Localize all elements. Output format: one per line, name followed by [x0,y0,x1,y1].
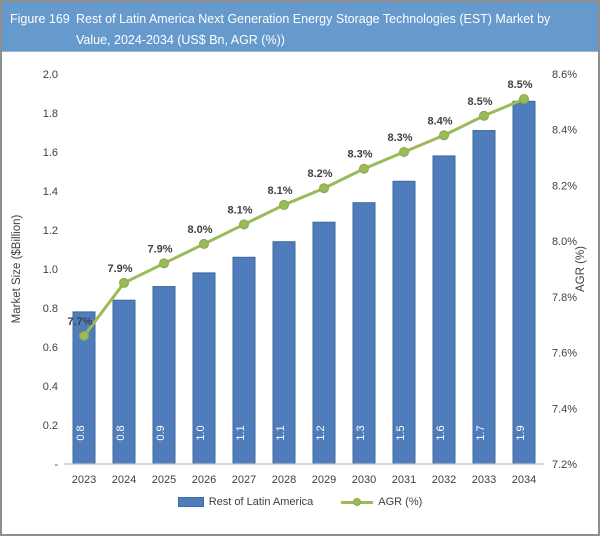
bar-value-label: 1.0 [195,425,207,440]
bar-2034 [512,100,536,465]
right-axis-tick-label: 8.4% [552,125,577,137]
x-axis-tick-label: 2026 [192,474,216,486]
bar-value-label: 0.8 [75,425,87,440]
agr-value-label: 8.5% [507,79,532,91]
chart-plot-area: - 0.2 0.4 0.6 0.8 1.0 1.2 1.4 1.6 1.8 2.0 7.2% 7.4% 7… [11,69,587,486]
agr-value-label: 8.1% [267,185,292,197]
right-axis-tick-label: 7.4% [552,403,577,415]
left-axis-tick-label: 1.0 [43,264,58,276]
x-axis-tick-label: 2032 [432,474,456,486]
bar-2030 [352,202,376,465]
x-axis-tick-label: 2034 [512,474,536,486]
left-axis-tick-label: 0.4 [43,381,58,393]
agr-marker-2029 [319,183,329,194]
left-axis-tick-label: - [54,459,58,471]
right-axis-tick-label: 8.0% [552,236,577,248]
agr-value-label: 8.3% [387,132,412,144]
left-axis-tick-label: 1.2 [43,225,58,237]
agr-marker-2027 [239,219,249,230]
bar-2031 [392,180,416,465]
left-axis-tick-label: 1.6 [43,147,58,159]
left-axis-tick-label: 1.4 [43,186,58,198]
agr-marker-2025 [159,258,169,269]
bar-series-swatch-icon [177,497,204,507]
x-axis-tick-label: 2024 [112,474,136,486]
line-series-swatch-icon [341,497,374,507]
right-axis-tick-label: 7.6% [552,348,577,360]
agr-value-label: 8.2% [307,168,332,180]
bar-value-label: 1.1 [275,425,287,440]
bar-2033 [472,130,496,465]
chart-legend: Rest of Latin America AGR (%) [2,496,598,508]
legend-label-bar-series: Rest of Latin America [208,496,314,508]
left-axis-tick-label: 1.8 [43,108,58,120]
x-axis-tick-label: 2025 [152,474,176,486]
agr-marker-2030 [359,163,369,174]
right-axis-tick-label: 8.6% [552,69,577,81]
x-axis-tick-label: 2031 [392,474,416,486]
bar-value-label: 0.8 [115,425,127,440]
left-axis-tick-label: 2.0 [43,69,58,81]
figure-title: Rest of Latin America Next Generation En… [76,9,588,51]
right-axis-tick-label: 7.2% [552,459,577,471]
left-axis-tick-label: 0.2 [43,420,58,432]
bar-value-label: 1.2 [315,425,327,440]
agr-marker-2023 [79,330,89,341]
agr-value-label: 7.7% [67,316,92,328]
legend-item-bar-series: Rest of Latin America [177,496,314,508]
left-axis-tick-label: 0.8 [43,303,58,315]
bar-value-label: 1.7 [475,425,487,440]
agr-value-label: 8.1% [227,204,252,216]
x-axis-tick-label: 2028 [272,474,296,486]
figure-title-line2: Value, 2024-2034 (US$ Bn, AGR (%)) [76,33,285,47]
left-axis-title: Market Size ($Billion) [11,215,23,324]
x-axis-tick-label: 2033 [472,474,496,486]
x-axis-tick-label: 2023 [72,474,96,486]
figure-title-bar: Figure 169 Rest of Latin America Next Ge… [2,2,598,52]
agr-value-label: 8.3% [347,149,372,161]
bar-value-label: 1.6 [435,425,447,440]
agr-marker-2034 [519,94,529,105]
agr-marker-2026 [199,238,209,249]
bar-value-label: 1.3 [355,425,367,440]
figure-number-label: Figure 169 [10,12,70,26]
legend-item-line-series: AGR (%) [341,496,422,508]
agr-value-label: 8.4% [427,115,452,127]
agr-marker-2031 [399,147,409,157]
bar-value-label: 1.9 [515,425,527,440]
x-axis-tick-label: 2030 [352,474,376,486]
agr-marker-2024 [119,277,129,288]
agr-value-label: 7.9% [107,263,132,275]
bar-value-label: 0.9 [155,425,167,440]
bar-value-label: 1.1 [235,425,247,440]
agr-marker-2032 [439,130,449,141]
x-axis-tick-label: 2027 [232,474,256,486]
figure-title-line1: Rest of Latin America Next Generation En… [76,12,551,26]
right-axis-tick-label: 8.2% [552,180,577,192]
right-axis-title: AGR (%) [575,246,587,292]
agr-marker-2028 [279,199,289,210]
right-axis-tick-label: 7.8% [552,292,577,304]
bar-value-label: 1.5 [395,425,407,440]
x-axis-tick-label: 2029 [312,474,336,486]
legend-label-line-series: AGR (%) [378,496,423,508]
agr-value-label: 8.5% [467,96,492,108]
left-axis-tick-label: 0.6 [43,342,58,354]
agr-value-label: 7.9% [147,243,172,255]
agr-marker-2033 [479,110,489,121]
bar-2032 [432,155,456,465]
line-swatch-marker-icon [353,498,362,506]
agr-value-label: 8.0% [187,224,212,236]
agr-line [82,97,526,338]
